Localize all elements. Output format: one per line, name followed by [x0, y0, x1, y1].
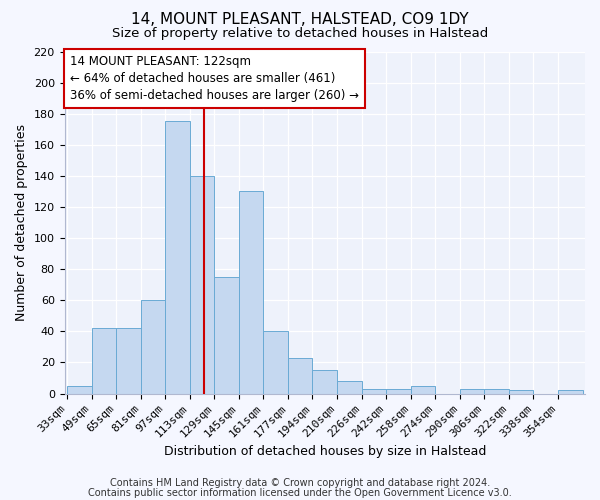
Bar	[313, 370, 337, 394]
Bar	[140, 300, 165, 394]
Text: Size of property relative to detached houses in Halstead: Size of property relative to detached ho…	[112, 28, 488, 40]
Bar	[362, 389, 386, 394]
Bar	[190, 176, 214, 394]
Text: Contains HM Land Registry data © Crown copyright and database right 2024.: Contains HM Land Registry data © Crown c…	[110, 478, 490, 488]
Bar	[239, 192, 263, 394]
Text: 14 MOUNT PLEASANT: 122sqm
← 64% of detached houses are smaller (461)
36% of semi: 14 MOUNT PLEASANT: 122sqm ← 64% of detac…	[70, 54, 359, 102]
Bar	[386, 389, 410, 394]
Bar	[263, 332, 288, 394]
Bar	[92, 328, 116, 394]
Bar	[410, 386, 435, 394]
Bar	[288, 358, 313, 394]
Bar	[558, 390, 583, 394]
Bar	[214, 277, 239, 394]
Bar	[484, 389, 509, 394]
X-axis label: Distribution of detached houses by size in Halstead: Distribution of detached houses by size …	[164, 444, 486, 458]
Y-axis label: Number of detached properties: Number of detached properties	[15, 124, 28, 321]
Bar	[116, 328, 140, 394]
Bar	[460, 389, 484, 394]
Text: Contains public sector information licensed under the Open Government Licence v3: Contains public sector information licen…	[88, 488, 512, 498]
Bar	[337, 381, 362, 394]
Text: 14, MOUNT PLEASANT, HALSTEAD, CO9 1DY: 14, MOUNT PLEASANT, HALSTEAD, CO9 1DY	[131, 12, 469, 28]
Bar	[165, 122, 190, 394]
Bar	[509, 390, 533, 394]
Bar	[67, 386, 92, 394]
